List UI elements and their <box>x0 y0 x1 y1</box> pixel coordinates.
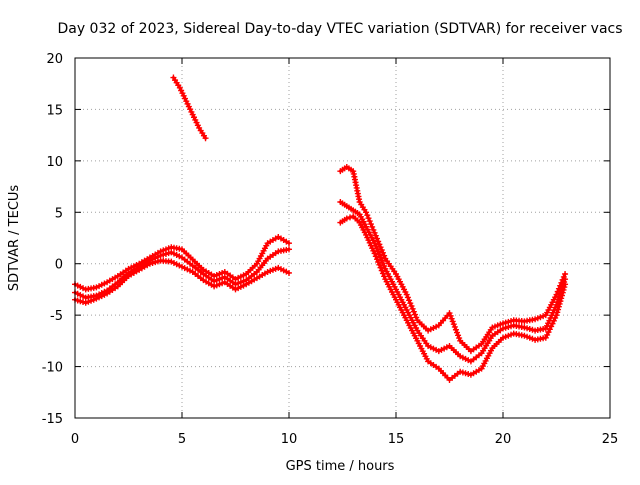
data-point <box>413 314 420 321</box>
data-point <box>369 223 376 230</box>
data-point <box>555 306 562 313</box>
x-tick-label: 15 <box>388 432 405 447</box>
data-point <box>346 214 353 221</box>
data-point <box>562 271 569 277</box>
y-tick-label: 20 <box>46 52 63 67</box>
x-axis-label: GPS time / hours <box>286 459 395 474</box>
data-point <box>381 263 388 269</box>
data-point <box>554 309 561 316</box>
data-point <box>286 246 292 253</box>
data-point <box>456 335 463 342</box>
data-point <box>451 323 458 330</box>
y-tick-label: 15 <box>46 103 63 118</box>
data-point <box>370 226 377 233</box>
data-point <box>378 247 385 253</box>
data-point <box>378 267 385 274</box>
data-point <box>412 311 419 318</box>
x-tick-label: 0 <box>71 432 79 447</box>
y-tick-label: -15 <box>42 412 63 427</box>
data-point <box>450 321 457 328</box>
data-point <box>410 308 417 315</box>
x-tick-label: 10 <box>281 432 298 447</box>
x-tick-label: 25 <box>602 432 619 447</box>
data-point <box>286 240 292 247</box>
axis-ticks: 0 5 10 15 20 25 -15 -10 -5 0 5 10 15 20 <box>42 52 619 447</box>
x-tick-label: 20 <box>495 432 512 447</box>
plot-data <box>72 74 569 383</box>
data-point <box>562 276 569 283</box>
data-point <box>381 252 388 259</box>
data-point <box>379 260 386 267</box>
data-point <box>560 286 567 293</box>
plot-frame <box>74 57 611 419</box>
data-point <box>378 257 385 264</box>
data-point <box>286 269 292 276</box>
data-point <box>375 248 382 255</box>
data-point <box>202 135 209 142</box>
y-tick-label: 10 <box>46 155 63 170</box>
data-point <box>372 253 379 260</box>
data-point <box>559 289 566 296</box>
data-point <box>403 291 410 298</box>
data-point <box>373 245 380 252</box>
x-tick-label: 5 <box>178 432 186 447</box>
series-segment-b <box>170 74 209 142</box>
data-point <box>372 232 379 239</box>
data-point <box>376 261 383 268</box>
data-point <box>364 212 371 219</box>
data-point <box>409 305 416 312</box>
data-point <box>366 218 373 225</box>
data-point <box>447 312 454 319</box>
data-point <box>365 215 372 222</box>
data-point <box>406 297 413 304</box>
data-point <box>375 238 382 245</box>
data-point <box>452 326 459 333</box>
y-tick-label: -5 <box>50 309 63 324</box>
y-tick-label: 0 <box>55 258 63 273</box>
data-point <box>367 221 374 228</box>
y-tick-label: 5 <box>55 206 63 221</box>
data-point <box>446 310 453 317</box>
data-point <box>376 251 383 258</box>
data-point <box>381 273 388 280</box>
y-tick-label: -10 <box>42 361 63 376</box>
chart-title: Day 032 of 2023, Sidereal Day-to-day VTE… <box>57 21 622 37</box>
data-point <box>373 235 380 242</box>
grid-lines <box>75 58 610 418</box>
data-point <box>375 259 382 265</box>
series-segment-c-upper <box>337 164 569 355</box>
data-point <box>371 250 378 257</box>
data-point <box>558 292 565 299</box>
data-point <box>449 318 456 325</box>
data-point <box>343 215 350 222</box>
series-segment-a-upper <box>72 233 292 293</box>
data-point <box>407 300 414 307</box>
data-point <box>373 256 380 263</box>
data-point <box>404 294 411 301</box>
y-axis-label: SDTVAR / TECUs <box>7 185 22 292</box>
data-point <box>453 329 460 336</box>
data-point <box>557 298 564 305</box>
data-point <box>379 249 386 256</box>
data-point <box>376 241 383 248</box>
data-point <box>377 264 384 271</box>
data-point <box>558 295 565 302</box>
data-point <box>448 315 455 322</box>
data-point <box>371 229 378 236</box>
data-point <box>377 254 384 261</box>
data-point <box>377 244 384 251</box>
data-point <box>553 312 560 319</box>
series-segment-c-lower <box>337 213 569 383</box>
data-point <box>363 209 370 216</box>
data-point <box>455 332 462 339</box>
data-point <box>562 281 569 288</box>
data-point <box>556 300 563 307</box>
data-point <box>561 284 568 291</box>
data-point <box>555 303 562 310</box>
data-point <box>379 270 386 277</box>
data-point <box>408 303 415 309</box>
